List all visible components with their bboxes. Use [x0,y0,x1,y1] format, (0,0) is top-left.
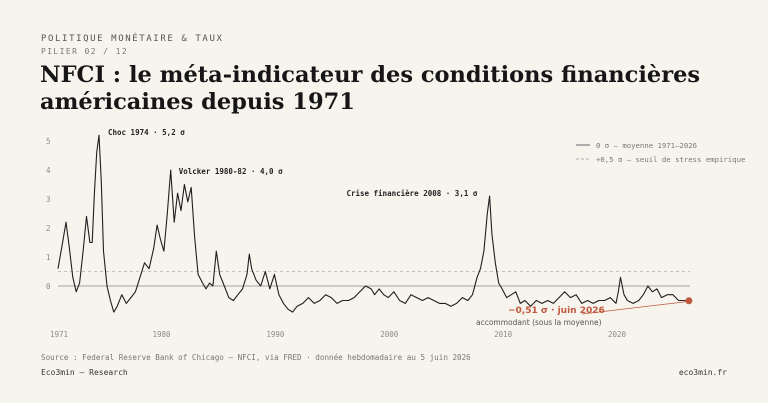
y-axis-ticks: 5 4 3 2 1 0 [46,137,51,291]
y-tick-label: 5 [46,137,51,146]
x-tick-label: 2010 [494,330,513,339]
brand-label: Eco3min — Research [41,368,128,377]
y-tick-label: 1 [46,253,51,262]
legend: 0 σ — moyenne 1971–2026 +0,5 σ — seuil de… [576,141,745,164]
latest-sublabel: accommodant (sous la moyenne) [476,318,602,327]
y-tick-label: 4 [46,166,51,175]
annotation-label: Crise financière 2008 · 3,1 σ [346,189,477,198]
x-tick-label: 2020 [608,330,627,339]
legend-label: 0 σ — moyenne 1971–2026 [596,141,697,150]
pillar-indicator: PILIER 02 / 12 [41,47,129,56]
y-tick-label: 2 [46,224,51,233]
nfci-series-line [57,134,689,313]
x-tick-label: 1980 [152,330,171,339]
page-title: NFCI : le méta-indicateur des conditions… [40,62,701,115]
latest-point [685,297,693,305]
site-url: eco3min.fr [678,368,727,377]
y-tick-label: 3 [46,195,51,204]
latest-label: −0,51 σ · juin 2026 [508,306,605,316]
annotation-label: Choc 1974 · 5,2 σ [108,128,185,137]
annotations: Choc 1974 · 5,2 σ Volcker 1980-82 · 4,0 σ… [108,128,478,198]
x-tick-label: 1971 [50,330,68,339]
kicker: POLITIQUE MONÉTAIRE & TAUX [41,34,224,44]
x-tick-label: 1990 [266,330,285,339]
annotation-label: Volcker 1980-82 · 4,0 σ [179,167,283,176]
source-note: Source : Federal Reserve Bank of Chicago… [41,353,471,362]
x-tick-label: 2000 [380,330,399,339]
legend-label: +0,5 σ — seuil de stress empirique [596,155,745,164]
x-axis-ticks: 1971 1980 1990 2000 2010 2020 [50,330,627,339]
y-tick-label: 0 [46,282,51,291]
latest-leader-line [581,301,686,315]
